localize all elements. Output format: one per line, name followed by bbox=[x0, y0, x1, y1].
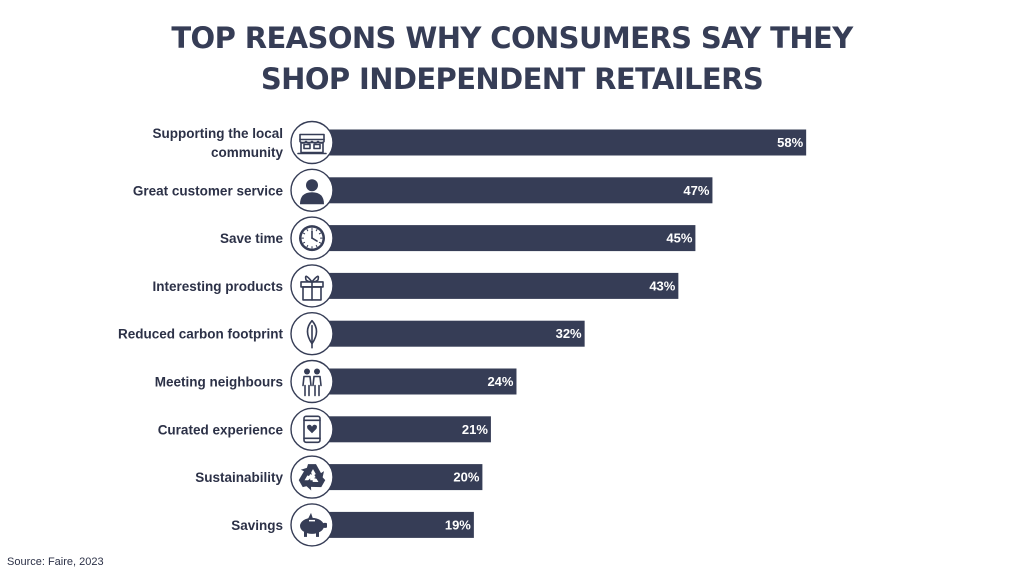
bar-row: 43% Interesting products bbox=[152, 264, 679, 308]
bar-row: 58% Supporting the local community bbox=[153, 120, 807, 165]
data-label: 20% bbox=[453, 470, 479, 485]
bar-row: 19% Savings bbox=[231, 503, 474, 547]
source-note: Source: Faire, 2023 bbox=[7, 556, 104, 568]
data-label: 24% bbox=[487, 374, 513, 389]
category-label: Meeting neighbours bbox=[155, 375, 283, 390]
data-label: 58% bbox=[777, 135, 803, 150]
category-label: Supporting the local bbox=[153, 126, 284, 141]
category-label: community bbox=[211, 145, 284, 160]
data-label: 45% bbox=[666, 231, 692, 246]
bar-row: 32% Reduced carbon footprint bbox=[118, 312, 585, 356]
category-label: Curated experience bbox=[158, 422, 284, 437]
bar bbox=[312, 272, 679, 299]
chart-title: TOP REASONS WHY CONSUMERS SAY THEY SHOP … bbox=[0, 18, 1024, 100]
bar bbox=[312, 416, 491, 443]
data-label: 47% bbox=[683, 183, 709, 198]
category-label: Save time bbox=[220, 231, 284, 246]
storefront-icon bbox=[290, 120, 334, 165]
chart-title-line: SHOP INDEPENDENT RETAILERS bbox=[260, 62, 764, 96]
bar bbox=[312, 177, 713, 204]
category-label: Savings bbox=[231, 518, 283, 533]
clock-icon bbox=[290, 216, 334, 260]
bar-row: 47% Great customer service bbox=[133, 168, 713, 213]
bar bbox=[312, 464, 483, 491]
bar-row: 45% Save time bbox=[220, 216, 696, 260]
category-label: Interesting products bbox=[152, 279, 283, 294]
data-label: 32% bbox=[556, 326, 582, 341]
data-label: 19% bbox=[445, 517, 471, 532]
recycle-icon bbox=[290, 455, 334, 499]
data-label: 21% bbox=[462, 422, 488, 437]
bar bbox=[312, 225, 696, 252]
bar bbox=[312, 320, 585, 347]
couple-icon bbox=[290, 359, 334, 404]
bar bbox=[312, 129, 807, 156]
bar-row: 20% Sustainability bbox=[195, 455, 483, 499]
gift-icon bbox=[290, 264, 334, 308]
leaf-icon bbox=[290, 312, 334, 356]
category-label: Great customer service bbox=[133, 183, 284, 198]
bar-row: 24% Meeting neighbours bbox=[155, 359, 517, 404]
category-label: Sustainability bbox=[195, 470, 283, 485]
data-label: 43% bbox=[649, 278, 675, 293]
bar bbox=[312, 368, 517, 395]
category-label: Reduced carbon footprint bbox=[118, 327, 284, 342]
person-icon bbox=[290, 168, 334, 213]
bar bbox=[312, 511, 474, 538]
chart-title-line: TOP REASONS WHY CONSUMERS SAY THEY bbox=[171, 21, 853, 55]
smartphone-heart-icon bbox=[290, 407, 334, 451]
piggy-bank-icon bbox=[290, 503, 334, 547]
bar-row: 21% Curated experience bbox=[158, 407, 491, 451]
